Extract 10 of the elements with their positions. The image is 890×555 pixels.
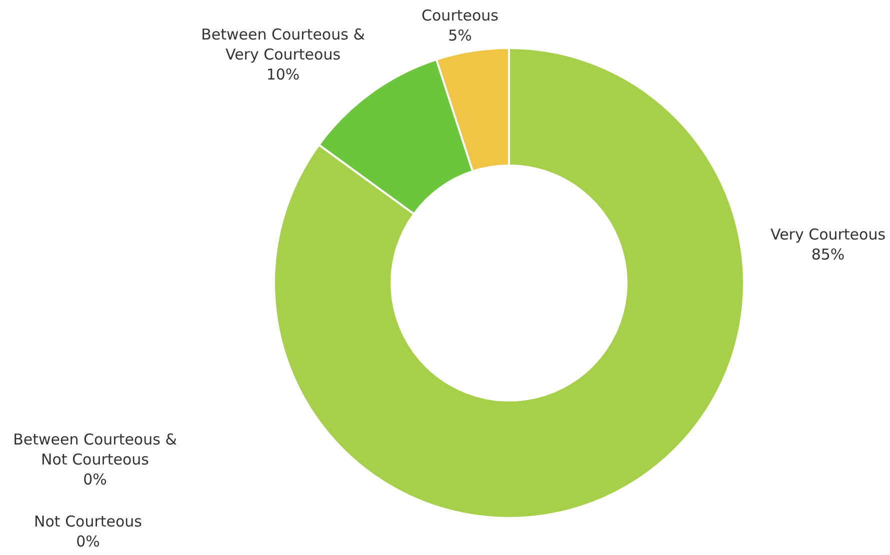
data-label: 10% bbox=[266, 65, 300, 84]
slice-label: Between Courteous & Very Courteous bbox=[201, 25, 366, 64]
category-label: Between Courteous & Not Courteous bbox=[13, 430, 177, 468]
text: 0% bbox=[83, 470, 107, 488]
category-label: Not Courteous bbox=[34, 512, 142, 530]
text: 0% bbox=[76, 532, 100, 550]
slice-label: Very Courteous bbox=[770, 225, 886, 244]
data-label: 85% bbox=[811, 245, 845, 264]
data-label: 5% bbox=[448, 26, 472, 44]
slice-label: Courteous bbox=[422, 6, 499, 24]
